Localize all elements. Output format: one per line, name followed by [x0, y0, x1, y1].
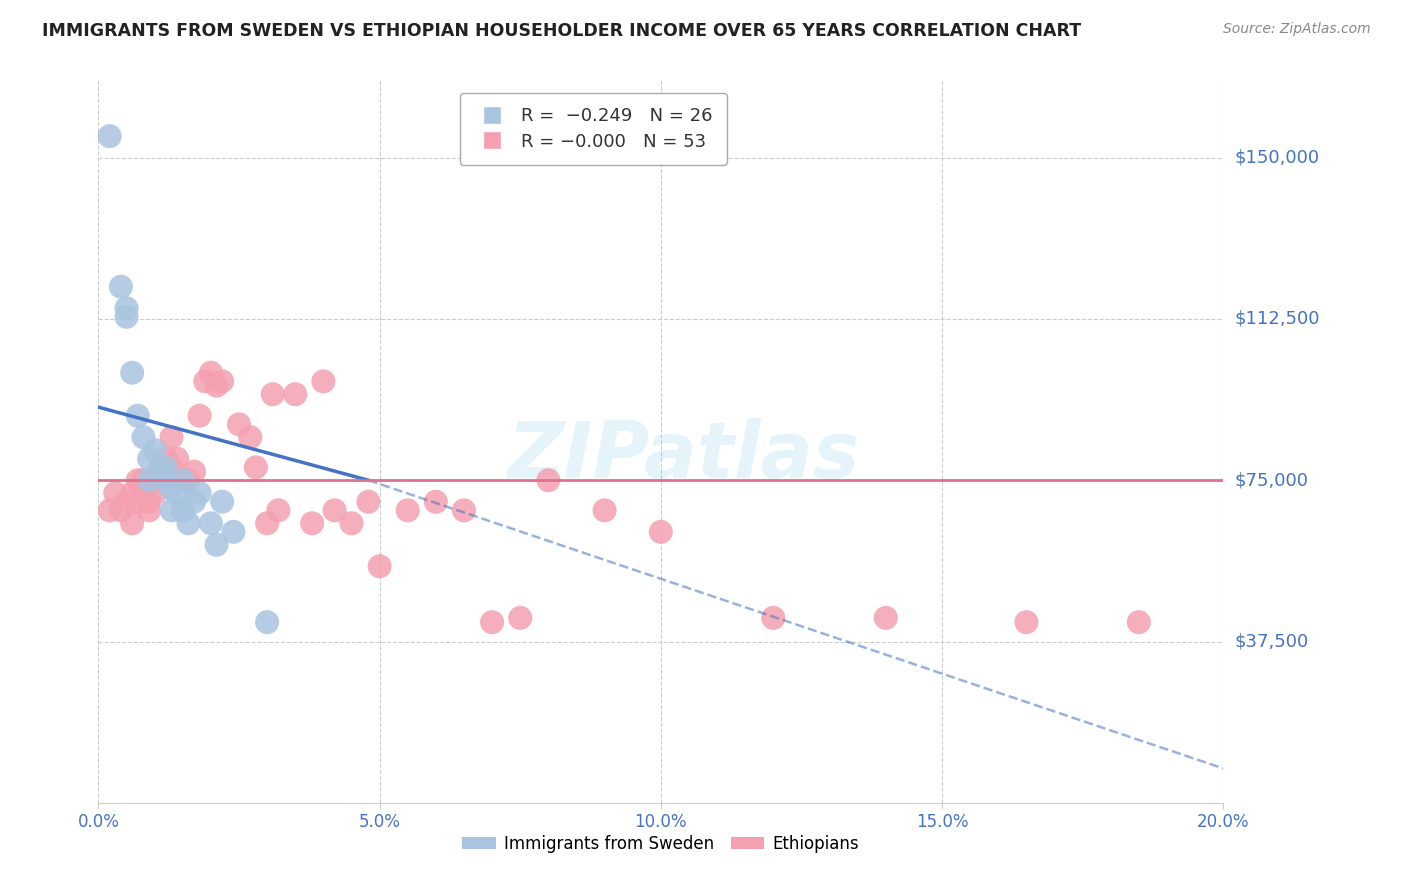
Point — [98, 503, 121, 517]
Point — [228, 417, 250, 432]
Point — [115, 494, 138, 508]
Point — [149, 460, 172, 475]
Point — [127, 473, 149, 487]
Point — [138, 494, 160, 508]
Point — [368, 559, 391, 574]
Point — [155, 451, 177, 466]
Point — [160, 430, 183, 444]
Text: $150,000: $150,000 — [1234, 149, 1319, 167]
Point — [183, 494, 205, 508]
Point — [650, 524, 672, 539]
Point — [143, 486, 166, 500]
Point — [205, 378, 228, 392]
Point — [138, 451, 160, 466]
Point — [138, 473, 160, 487]
Point — [875, 611, 897, 625]
Point — [132, 473, 155, 487]
Text: ZIPatlas: ZIPatlas — [508, 418, 859, 494]
Point — [301, 516, 323, 531]
Point — [115, 301, 138, 316]
Point — [323, 503, 346, 517]
Text: IMMIGRANTS FROM SWEDEN VS ETHIOPIAN HOUSEHOLDER INCOME OVER 65 YEARS CORRELATION: IMMIGRANTS FROM SWEDEN VS ETHIOPIAN HOUS… — [42, 22, 1081, 40]
Text: $112,500: $112,500 — [1234, 310, 1320, 328]
Point — [172, 473, 194, 487]
Point — [188, 486, 211, 500]
Point — [200, 366, 222, 380]
Text: $37,500: $37,500 — [1234, 632, 1309, 650]
Point — [340, 516, 363, 531]
Point — [396, 503, 419, 517]
Point — [245, 460, 267, 475]
Point — [143, 473, 166, 487]
Point — [509, 611, 531, 625]
Point — [284, 387, 307, 401]
Point — [115, 310, 138, 324]
Point — [262, 387, 284, 401]
Point — [256, 615, 278, 630]
Point — [121, 486, 143, 500]
Point — [1128, 615, 1150, 630]
Point — [222, 524, 245, 539]
Point — [149, 473, 172, 487]
Point — [211, 375, 233, 389]
Text: Source: ZipAtlas.com: Source: ZipAtlas.com — [1223, 22, 1371, 37]
Point — [160, 460, 183, 475]
Point — [155, 473, 177, 487]
Point — [172, 503, 194, 517]
Point — [239, 430, 262, 444]
Point — [160, 503, 183, 517]
Point — [121, 516, 143, 531]
Point — [762, 611, 785, 625]
Point — [121, 366, 143, 380]
Point — [256, 516, 278, 531]
Point — [183, 465, 205, 479]
Point — [110, 279, 132, 293]
Legend: R =  −​0.249   N = 26, R = −0.000   N = 53: R = −​0.249 N = 26, R = −0.000 N = 53 — [460, 93, 727, 165]
Point — [177, 516, 200, 531]
Point — [149, 465, 172, 479]
Point — [357, 494, 380, 508]
Point — [127, 409, 149, 423]
Point — [188, 409, 211, 423]
Point — [104, 486, 127, 500]
Point — [110, 503, 132, 517]
Point — [166, 486, 188, 500]
Point — [211, 494, 233, 508]
Point — [453, 503, 475, 517]
Point — [98, 129, 121, 144]
Point — [132, 482, 155, 496]
Point — [312, 375, 335, 389]
Point — [267, 503, 290, 517]
Point — [143, 443, 166, 458]
Text: $75,000: $75,000 — [1234, 471, 1309, 489]
Point — [172, 473, 194, 487]
Point — [132, 430, 155, 444]
Point — [537, 473, 560, 487]
Point — [593, 503, 616, 517]
Point — [166, 451, 188, 466]
Point — [138, 503, 160, 517]
Point — [127, 494, 149, 508]
Point — [177, 473, 200, 487]
Point — [155, 460, 177, 475]
Point — [200, 516, 222, 531]
Point — [160, 482, 183, 496]
Point — [194, 375, 217, 389]
Point — [481, 615, 503, 630]
Point — [1015, 615, 1038, 630]
Point — [205, 538, 228, 552]
Point — [425, 494, 447, 508]
